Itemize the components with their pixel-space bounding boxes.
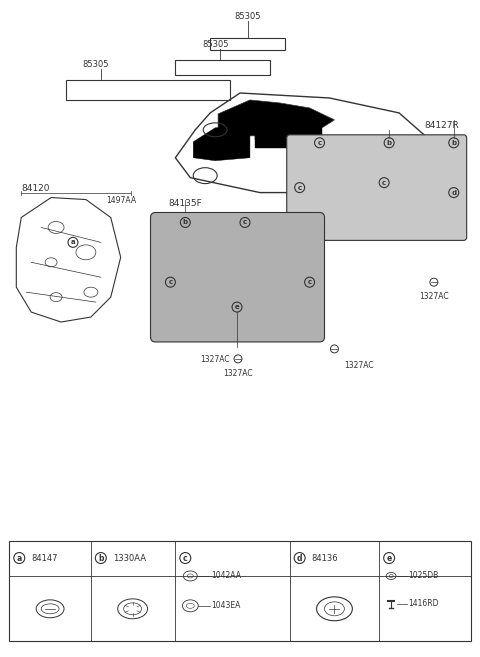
Text: 84120: 84120 (21, 183, 50, 193)
Text: 1025DB: 1025DB (408, 572, 438, 580)
Polygon shape (255, 128, 322, 140)
Text: d: d (451, 190, 456, 196)
Text: c: c (183, 554, 188, 562)
Text: b: b (386, 140, 392, 146)
Text: e: e (235, 304, 240, 310)
Text: 1327AC: 1327AC (223, 369, 253, 378)
Text: 1043EA: 1043EA (211, 601, 240, 610)
Text: c: c (168, 279, 172, 285)
Text: b: b (183, 219, 188, 225)
Bar (9, 541, 471, 641)
Text: 1330AA: 1330AA (113, 554, 146, 562)
Polygon shape (255, 136, 324, 148)
Polygon shape (218, 100, 335, 136)
Text: 84136: 84136 (312, 554, 338, 562)
FancyBboxPatch shape (151, 212, 324, 342)
Text: 1327AC: 1327AC (344, 361, 374, 370)
Text: c: c (382, 179, 386, 186)
Text: e: e (386, 554, 392, 562)
Text: a: a (17, 554, 22, 562)
Text: b: b (98, 554, 104, 562)
Text: 85305: 85305 (83, 60, 109, 69)
Text: 84147: 84147 (31, 554, 58, 562)
Text: 1327AC: 1327AC (419, 292, 449, 301)
Text: 84127R: 84127R (424, 121, 459, 130)
Text: c: c (308, 279, 312, 285)
Polygon shape (255, 121, 314, 133)
Text: 1327AC: 1327AC (200, 355, 230, 364)
Text: c: c (243, 219, 247, 225)
Text: d: d (297, 554, 302, 562)
Text: c: c (317, 140, 322, 146)
Text: b: b (451, 140, 456, 146)
Text: a: a (71, 239, 75, 245)
FancyBboxPatch shape (287, 135, 467, 240)
Text: 1497AA: 1497AA (106, 196, 136, 204)
Text: 84135F: 84135F (168, 198, 202, 208)
Text: c: c (298, 185, 302, 191)
Text: 1416RD: 1416RD (408, 599, 439, 608)
Text: 85305: 85305 (202, 40, 228, 49)
Polygon shape (193, 125, 250, 161)
Text: 85305: 85305 (235, 12, 261, 21)
Text: 1042AA: 1042AA (211, 572, 241, 580)
